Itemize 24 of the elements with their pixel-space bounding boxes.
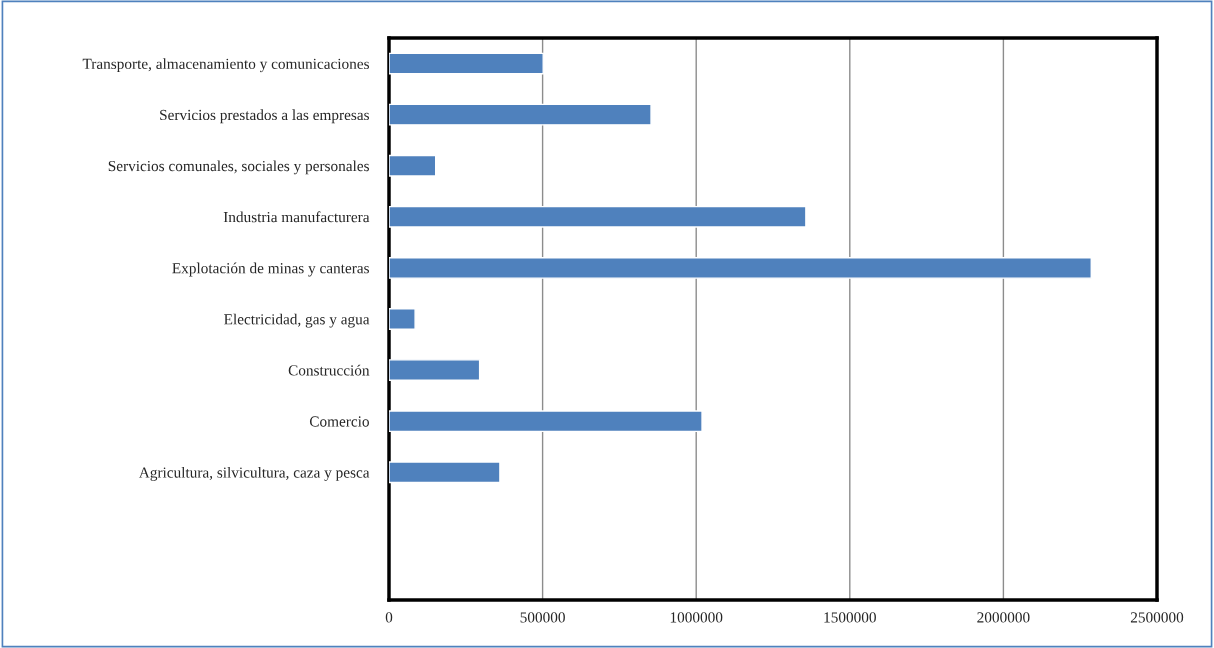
y-tick-label: Industria manufacturera bbox=[223, 211, 370, 223]
bar bbox=[389, 308, 416, 330]
y-tick-label: Servicios prestados a las empresas bbox=[160, 109, 369, 124]
x-tick-label: 1000000 bbox=[670, 612, 723, 623]
x-tick-label: 500000 bbox=[520, 612, 565, 623]
bar bbox=[389, 205, 807, 228]
x-tick-label: 1500000 bbox=[824, 612, 876, 623]
bar bbox=[389, 410, 703, 433]
y-tick-label: Comercio bbox=[309, 416, 369, 427]
y-tick-label: Construcción bbox=[288, 364, 370, 376]
bar bbox=[389, 461, 501, 484]
y-tick-label: Explotación de minas y canteras bbox=[172, 262, 369, 277]
x-tick-label: 0 bbox=[385, 612, 393, 623]
bar bbox=[389, 154, 437, 177]
bar bbox=[389, 52, 544, 75]
bar bbox=[389, 359, 481, 382]
bar bbox=[389, 103, 652, 126]
y-tick-label: Servicios comunales, sociales y personales bbox=[108, 160, 369, 175]
y-tick-label: Electricidad, gas y agua bbox=[224, 313, 370, 328]
x-tick-label: 2500000 bbox=[1130, 612, 1184, 623]
y-tick-label: Transporte, almacenamiento y comunicaciones bbox=[82, 58, 369, 73]
bar bbox=[389, 256, 1092, 279]
x-tick-label: 2000000 bbox=[977, 612, 1030, 623]
y-tick-label: Agricultura, silvicultura, caza y pesca bbox=[138, 466, 370, 481]
